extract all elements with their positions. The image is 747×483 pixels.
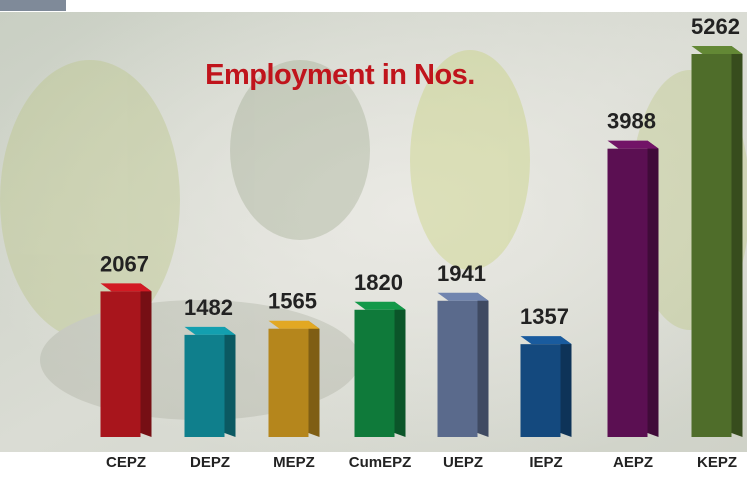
bar-top xyxy=(607,140,659,149)
value-label: 1820 xyxy=(354,270,403,295)
bar-side xyxy=(477,292,489,437)
x-tick-label: CumEPZ xyxy=(349,454,412,471)
bar xyxy=(184,334,225,437)
bar xyxy=(100,291,141,437)
bar-side xyxy=(647,140,659,437)
x-tick-label: MEPZ xyxy=(273,454,315,471)
bar-side xyxy=(308,320,320,437)
x-tick-label: IEPZ xyxy=(529,454,562,471)
bar xyxy=(691,54,732,437)
bar xyxy=(354,309,395,437)
bar-side xyxy=(224,326,236,437)
bar-top xyxy=(437,292,489,301)
x-tick-label: DEPZ xyxy=(190,454,230,471)
bottom-strip xyxy=(0,452,747,483)
bar-top xyxy=(100,283,152,292)
bar xyxy=(437,300,478,437)
chart-title: Employment in Nos. xyxy=(205,59,475,91)
value-label: 1482 xyxy=(184,295,233,320)
bar-side xyxy=(560,336,572,437)
bar-top xyxy=(184,326,236,335)
x-tick-label: CEPZ xyxy=(106,454,146,471)
bar-top xyxy=(268,320,320,329)
x-tick-label: KEPZ xyxy=(697,454,737,471)
bar-side xyxy=(394,301,406,437)
bar-top xyxy=(354,301,406,310)
bar xyxy=(520,344,561,437)
bar-top xyxy=(691,46,743,54)
value-label: 1941 xyxy=(437,261,486,286)
x-tick-label: UEPZ xyxy=(443,454,483,471)
corner-tab xyxy=(0,0,66,11)
bar xyxy=(268,328,309,437)
value-label: 1565 xyxy=(268,289,317,314)
value-label: 1357 xyxy=(520,304,569,329)
bar-side xyxy=(731,46,743,437)
value-label: 3988 xyxy=(607,109,656,134)
value-label: 5262 xyxy=(691,14,740,39)
top-strip xyxy=(0,0,747,12)
value-label: 2067 xyxy=(100,251,149,276)
bar xyxy=(607,148,648,437)
x-tick-label: AEPZ xyxy=(613,454,653,471)
bar-top xyxy=(520,336,572,345)
bar-side xyxy=(140,283,152,437)
